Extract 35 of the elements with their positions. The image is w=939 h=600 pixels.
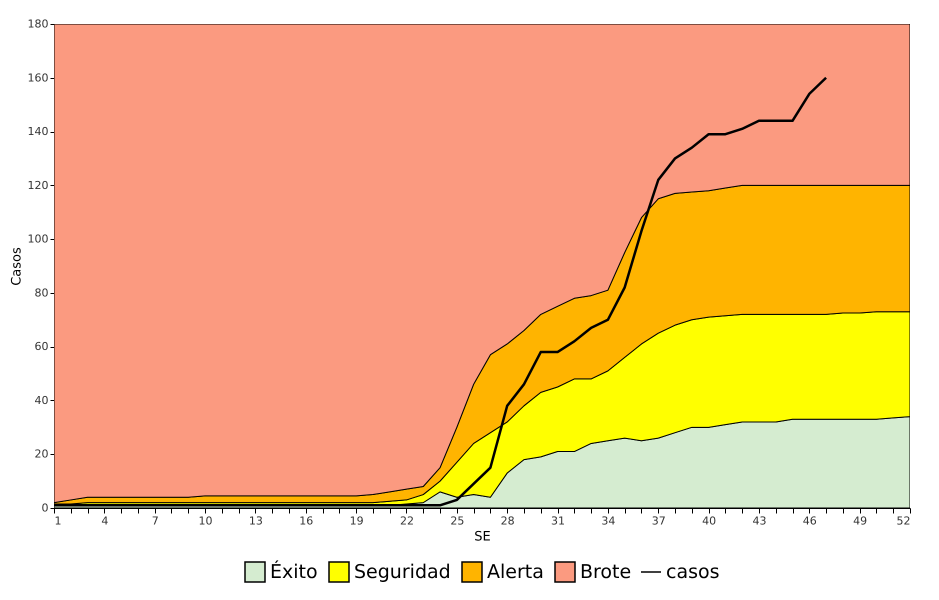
x-tick-label: 25 [450,514,464,528]
y-tick-label: 0 [42,502,48,514]
legend-label: Alerta [487,561,544,583]
x-tick-label: 13 [248,514,263,528]
x-tick-label: 10 [198,514,213,528]
y-axis-title: Casos [10,247,25,286]
x-tick-label: 4 [101,514,108,528]
x-tick-label: 19 [350,514,364,528]
legend-label: Seguridad [354,561,451,583]
x-tick-label: 7 [152,514,159,528]
x-tick-label: 40 [702,514,716,528]
legend-label: Brote [580,561,632,583]
x-axis-title: SE [474,530,491,544]
x-tick-label: 52 [896,514,910,528]
x-tick-label: 31 [551,514,566,528]
y-tick-label: 40 [34,394,48,407]
x-tick-label: 28 [500,514,515,528]
x-tick-label: 37 [652,514,666,528]
x-tick-label: 34 [601,514,616,528]
x-tick-label: 22 [400,514,414,528]
x-tick-label: 49 [853,514,868,528]
y-tick-label: 20 [34,448,48,461]
legend-label: casos [666,561,720,583]
y-tick-label: 100 [28,232,48,246]
y-tick-label: 120 [28,178,48,192]
y-tick-label: 140 [28,125,48,138]
legend-label: Éxito [270,560,318,583]
y-tick-label: 60 [34,340,48,354]
y-tick-label: 80 [34,286,48,300]
x-tick-label: 16 [299,514,314,528]
y-tick-label: 160 [28,71,48,84]
y-tick-label: 180 [28,18,48,30]
x-tick-label: 46 [802,514,817,528]
x-tick-label: 1 [54,514,62,528]
x-tick-label: 43 [752,514,766,528]
